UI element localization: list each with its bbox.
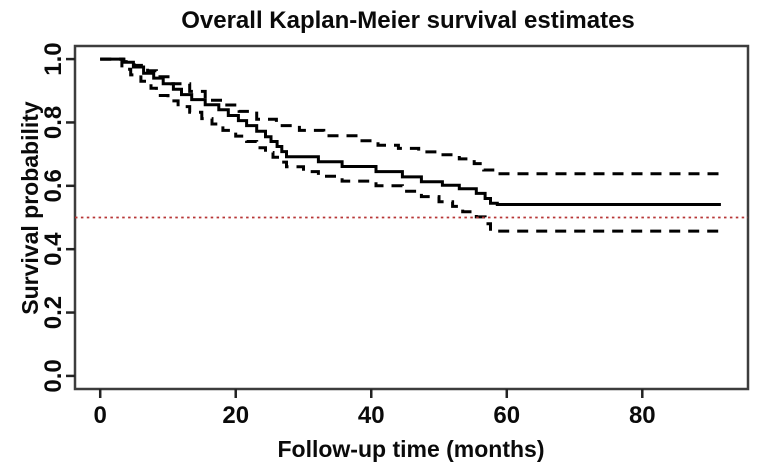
y-tick-label: 0.6 [40,169,67,202]
upper-95pct-confidence-band-curve [100,57,721,176]
plot-area: 0 20 40 60 80 0.0 0.2 0.4 0.6 0.8 1.0 [40,42,750,429]
chart-title: Overall Kaplan-Meier survival estimates [181,7,635,34]
x-tick-label: 20 [222,402,249,429]
x-tick-label: 80 [629,402,656,429]
y-tick-label: 0.0 [40,359,67,392]
x-tick-label: 40 [358,402,385,429]
y-tick-label: 0.4 [40,232,67,266]
x-axis-label: Follow-up time (months) [277,436,544,462]
x-tick-label: 0 [94,402,107,429]
y-tick-label: 0.2 [40,296,67,329]
y-tick-label: 1.0 [40,42,67,75]
y-tick-label: 0.8 [40,106,67,139]
y-axis-label: Survival probability [17,101,43,315]
x-tick-label: 60 [493,402,520,429]
survival-estimate-curve [100,57,721,206]
